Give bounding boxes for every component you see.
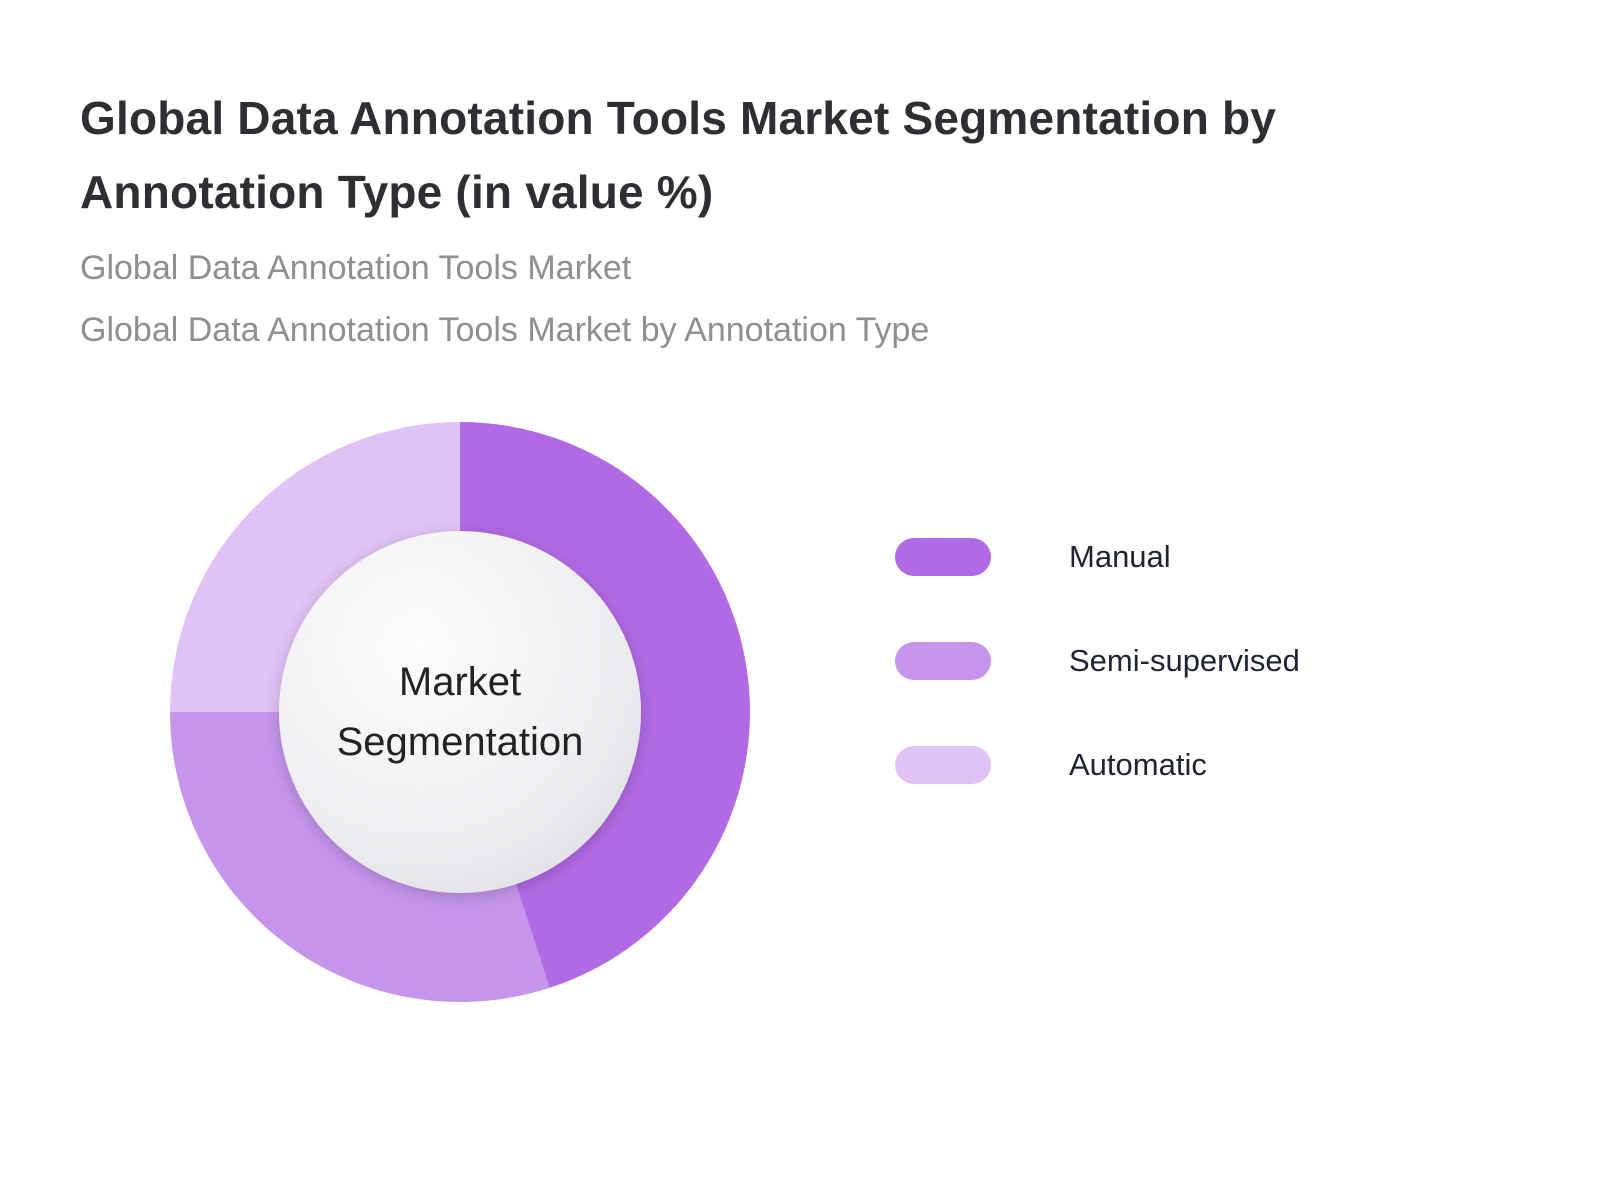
legend-item-automatic: Automatic <box>895 746 1300 784</box>
legend-swatch-automatic <box>895 746 991 784</box>
legend-label-automatic: Automatic <box>1069 747 1207 782</box>
legend-swatch-semi-supervised <box>895 642 991 680</box>
donut-segment-semi-supervised <box>170 712 550 1002</box>
legend-swatch-manual <box>895 538 991 576</box>
legend-item-manual: Manual <box>895 538 1300 576</box>
legend-label-semi-supervised: Semi-supervised <box>1069 643 1300 678</box>
chart-legend: Manual Semi-supervised Automatic <box>895 538 1300 784</box>
subtitle-market: Global Data Annotation Tools Market <box>80 249 632 287</box>
donut-segment-automatic <box>170 422 460 712</box>
donut-svg <box>170 422 750 1002</box>
donut-center-label: Market Segmentation <box>336 660 584 764</box>
donut-segment-manual <box>460 422 750 988</box>
legend-label-manual: Manual <box>1069 539 1171 574</box>
donut-chart: Market Segmentation <box>170 422 750 1002</box>
donut-center-circle <box>279 531 641 893</box>
subtitle-annotation-type: Global Data Annotation Tools Market by A… <box>80 311 930 349</box>
page-title: Global Data Annotation Tools Market Segm… <box>80 92 1277 218</box>
legend-item-semi-supervised: Semi-supervised <box>895 642 1300 680</box>
donut-segments <box>170 422 750 1002</box>
